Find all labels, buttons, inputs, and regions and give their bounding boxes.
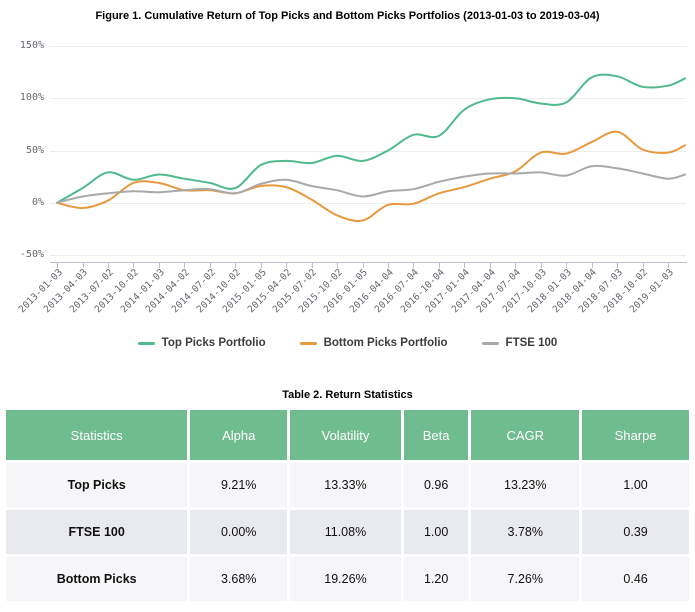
gridline-150 [50,46,686,47]
legend-item-bottom-picks-portfolio: Bottom Picks Portfolio [299,337,448,349]
x-tick [591,262,593,268]
column-header-statistics: Statistics [6,410,188,460]
x-tick [362,262,364,268]
legend-item-ftse-100: FTSE 100 [481,337,558,349]
x-tick [107,262,109,268]
x-tick [515,262,517,268]
series-line-bottom-picks-portfolio [56,130,686,222]
legend-label: Bottom Picks Portfolio [323,337,448,349]
x-tick [438,262,440,268]
row-label: Top Picks [6,463,188,507]
y-tick-label: -50% [19,249,44,260]
series-line-ftse-100 [56,164,686,204]
cell-cagr: 7.26% [471,557,580,601]
cell-cagr: 3.78% [471,510,580,554]
legend-label: FTSE 100 [505,337,558,349]
x-tick [668,262,669,268]
legend-label: Top Picks Portfolio [161,337,266,349]
x-tick [260,262,262,268]
x-tick [464,262,466,268]
cell-volatility: 19.26% [290,557,401,601]
cell-alpha: 3.68% [190,557,288,601]
cell-volatility: 11.08% [290,510,401,554]
legend-item-top-picks-portfolio: Top Picks Portfolio [137,337,266,349]
legend-swatch [299,341,317,345]
x-axis-tick-labels: 2013-01-03 2013-04-03 2013-07-02 2013-10-02… [0,267,695,322]
gridline-100 [50,98,686,100]
cell-sharpe: 0.46 [582,557,689,601]
chart-series-canvas [56,73,686,222]
x-tick [209,262,211,268]
cell-alpha: 0.00% [190,510,288,554]
cell-sharpe: 1.00 [582,463,689,507]
figure-title: Figure 1. Cumulative Return of Top Picks… [95,10,600,22]
x-tick [57,262,58,268]
x-tick [337,262,338,268]
cell-beta: 1.20 [403,557,469,601]
gridline-0 [50,202,686,204]
x-tick [133,262,135,268]
x-axis-line [50,262,687,263]
chart-legend: Top Picks Portfolio Bottom Picks Portfoli… [0,337,695,349]
x-tick [311,262,313,268]
return-statistics-table: Statistics Alpha Volatility Beta CAGR Sharpe … [3,407,692,604]
legend-swatch [137,341,155,345]
gridline-50 [50,150,686,152]
x-tick [184,262,186,268]
table-title: Table 2. Return Statistics [282,389,413,401]
x-tick [617,262,619,268]
cell-beta: 0.96 [403,463,469,507]
x-tick [413,262,415,268]
cell-alpha: 9.21% [190,463,288,507]
x-tick [540,262,542,268]
table-row-bottom-picks: Bottom Picks 3.68% 19.26% 1.20 7.26% 0.46 [6,557,689,601]
row-label: FTSE 100 [6,510,188,554]
x-tick [642,262,644,268]
cell-sharpe: 0.39 [582,510,689,554]
cell-volatility: 13.33% [290,463,401,507]
column-header-beta: Beta [403,410,469,460]
gridline--50 [50,255,686,256]
series-line-top-picks-portfolio [56,73,686,204]
y-tick-label: 0% [31,196,44,208]
x-tick [388,262,389,268]
table-row-ftse-100: FTSE 100 0.00% 11.08% 1.00 3.78% 0.39 [6,510,689,554]
row-label: Bottom Picks [6,557,188,601]
x-tick [235,262,237,268]
y-tick-label: 100% [19,92,44,104]
x-tick [82,262,84,268]
column-header-sharpe: Sharpe [582,410,689,460]
column-header-alpha: Alpha [190,410,288,460]
cumulative-return-chart: 150% 100% 50% 0% -50% 2013-01-03 2013-04-03 20… [0,40,695,349]
column-header-volatility: Volatility [290,410,401,460]
column-header-cagr: CAGR [471,410,580,460]
cell-cagr: 13.23% [471,463,580,507]
y-tick-label: 150% [19,40,44,51]
x-tick [489,262,491,268]
cell-beta: 1.00 [403,510,469,554]
x-tick [566,262,568,268]
y-tick-label: 50% [25,144,44,156]
legend-swatch [481,341,499,345]
table-header-row: Statistics Alpha Volatility Beta CAGR Sharpe [6,410,689,460]
table-row-top-picks: Top Picks 9.21% 13.33% 0.96 13.23% 1.00 [6,463,689,507]
x-tick [286,262,288,268]
x-tick [158,262,160,268]
